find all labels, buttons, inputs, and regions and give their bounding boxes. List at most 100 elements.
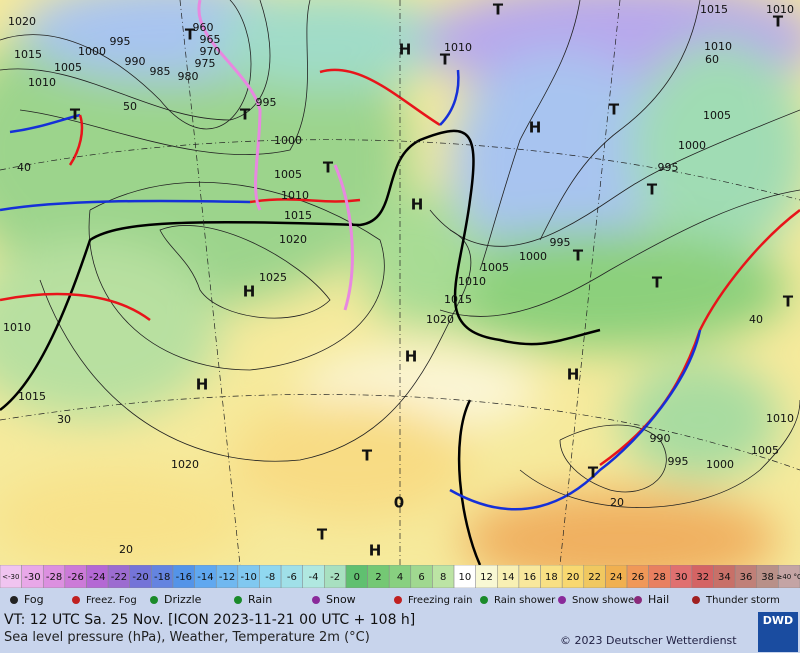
weather-label: Fog bbox=[24, 593, 44, 606]
map-label: T bbox=[783, 293, 794, 311]
map-label: T bbox=[323, 159, 334, 177]
weather-label: Rain bbox=[248, 593, 272, 606]
map-label: 975 bbox=[195, 57, 216, 70]
map-label: 40 bbox=[749, 313, 763, 326]
map-label: 50 bbox=[123, 100, 137, 113]
map-label: 1015 bbox=[18, 390, 46, 403]
scale-label: 24 bbox=[610, 572, 623, 583]
map-label: 20 bbox=[119, 543, 133, 556]
map-label: 1010 bbox=[766, 3, 794, 16]
map-label: T bbox=[185, 26, 196, 44]
map-label: 1010 bbox=[28, 76, 56, 89]
map-label: H bbox=[529, 119, 542, 137]
map-label: T bbox=[362, 447, 373, 465]
weather-icon bbox=[10, 596, 18, 604]
map-label: 990 bbox=[650, 432, 671, 445]
scale-label: -22 bbox=[111, 572, 127, 583]
dwd-logo: DWD bbox=[758, 612, 798, 652]
scale-label: 2 bbox=[375, 572, 381, 583]
map-label: 1000 bbox=[274, 134, 302, 147]
scale-label: -28 bbox=[46, 572, 62, 583]
scale-label: 30 bbox=[675, 572, 688, 583]
map-label: 995 bbox=[658, 161, 679, 174]
map-label: 1010 bbox=[704, 40, 732, 53]
map-label: 1010 bbox=[766, 412, 794, 425]
map-label: 1015 bbox=[14, 48, 42, 61]
map-label: T bbox=[240, 106, 251, 124]
temperature-scale: <-30 -30 -28 -26 -24 -22 -20 -18 -16 -14 -12 -10 -8-… bbox=[0, 565, 800, 588]
map-label: 1005 bbox=[274, 168, 302, 181]
map-label: 990 bbox=[125, 55, 146, 68]
map-label: 60 bbox=[705, 53, 719, 66]
map-label: 1020 bbox=[8, 15, 36, 28]
weather-icon bbox=[634, 596, 642, 604]
scale-label: -26 bbox=[68, 572, 84, 583]
map-label: 1015 bbox=[284, 209, 312, 222]
map-label: 20 bbox=[610, 496, 624, 509]
scale-label: <-30 bbox=[2, 573, 19, 581]
map-label: T bbox=[773, 13, 784, 31]
scale-label: 22 bbox=[588, 572, 601, 583]
map-label: T bbox=[652, 274, 663, 292]
map-label: 1015 bbox=[700, 3, 728, 16]
scale-label: 14 bbox=[502, 572, 515, 583]
map-label: 980 bbox=[178, 70, 199, 83]
map-label: 1010 bbox=[458, 275, 486, 288]
scale-label: 28 bbox=[653, 572, 666, 583]
weather-legend: Fog Freez. Fog Drizzle Rain Snow Freezing rai… bbox=[0, 588, 800, 613]
map-label: T bbox=[440, 51, 451, 69]
weather-label: Drizzle bbox=[164, 593, 202, 606]
scale-label: 18 bbox=[545, 572, 558, 583]
map-label: 995 bbox=[550, 236, 571, 249]
map-label: 1025 bbox=[259, 271, 287, 284]
map-label: H bbox=[405, 348, 418, 366]
scale-label: 0 bbox=[354, 572, 360, 583]
map-label: T bbox=[573, 247, 584, 265]
scale-label: 38 bbox=[761, 572, 774, 583]
weather-label: Hail bbox=[648, 593, 669, 606]
map-label: 1010 bbox=[281, 189, 309, 202]
map-label: 0 bbox=[394, 494, 404, 512]
weather-label: Thunder storm bbox=[705, 595, 780, 606]
map-label: T bbox=[647, 181, 658, 199]
graticule bbox=[0, 0, 800, 565]
copyright: © 2023 Deutscher Wetterdienst bbox=[560, 634, 737, 647]
weather-label: Snow bbox=[326, 593, 356, 606]
map-label: 1000 bbox=[519, 250, 547, 263]
map-label: 965 bbox=[200, 33, 221, 46]
scale-label: ≥40 °C bbox=[776, 573, 800, 581]
map-label: 1000 bbox=[78, 45, 106, 58]
scale-label: 6 bbox=[418, 572, 424, 583]
map-label: 1020 bbox=[171, 458, 199, 471]
scale-label: -4 bbox=[309, 572, 319, 583]
map-label: 985 bbox=[150, 65, 171, 78]
scale-label: -2 bbox=[330, 572, 340, 583]
map-label: 1020 bbox=[426, 313, 454, 326]
map-label: 1010 bbox=[3, 321, 31, 334]
map-label: H bbox=[369, 542, 382, 560]
temperature-field bbox=[0, 0, 800, 565]
map-label: T bbox=[609, 101, 620, 119]
map-label: H bbox=[243, 283, 256, 301]
map-label: 995 bbox=[668, 455, 689, 468]
map-label: 1020 bbox=[279, 233, 307, 246]
map-label: H bbox=[196, 376, 209, 394]
scale-label: 34 bbox=[718, 572, 731, 583]
map-label: T bbox=[70, 106, 81, 124]
map-label: 1015 bbox=[444, 293, 472, 306]
scale-label: -20 bbox=[132, 572, 148, 583]
map-label: 995 bbox=[110, 35, 131, 48]
map-label: 970 bbox=[200, 45, 221, 58]
map-label: 995 bbox=[256, 96, 277, 109]
weather-icon bbox=[72, 596, 80, 604]
scale-label: -6 bbox=[287, 572, 297, 583]
weather-label: Freez. Fog bbox=[86, 595, 137, 606]
map-label: H bbox=[567, 366, 580, 384]
weather-icon bbox=[150, 596, 158, 604]
weather-label: Freezing rain bbox=[408, 595, 472, 606]
map-label: T bbox=[493, 1, 504, 19]
map-label: 30 bbox=[57, 413, 71, 426]
map-label: H bbox=[411, 196, 424, 214]
weather-icon bbox=[234, 596, 242, 604]
